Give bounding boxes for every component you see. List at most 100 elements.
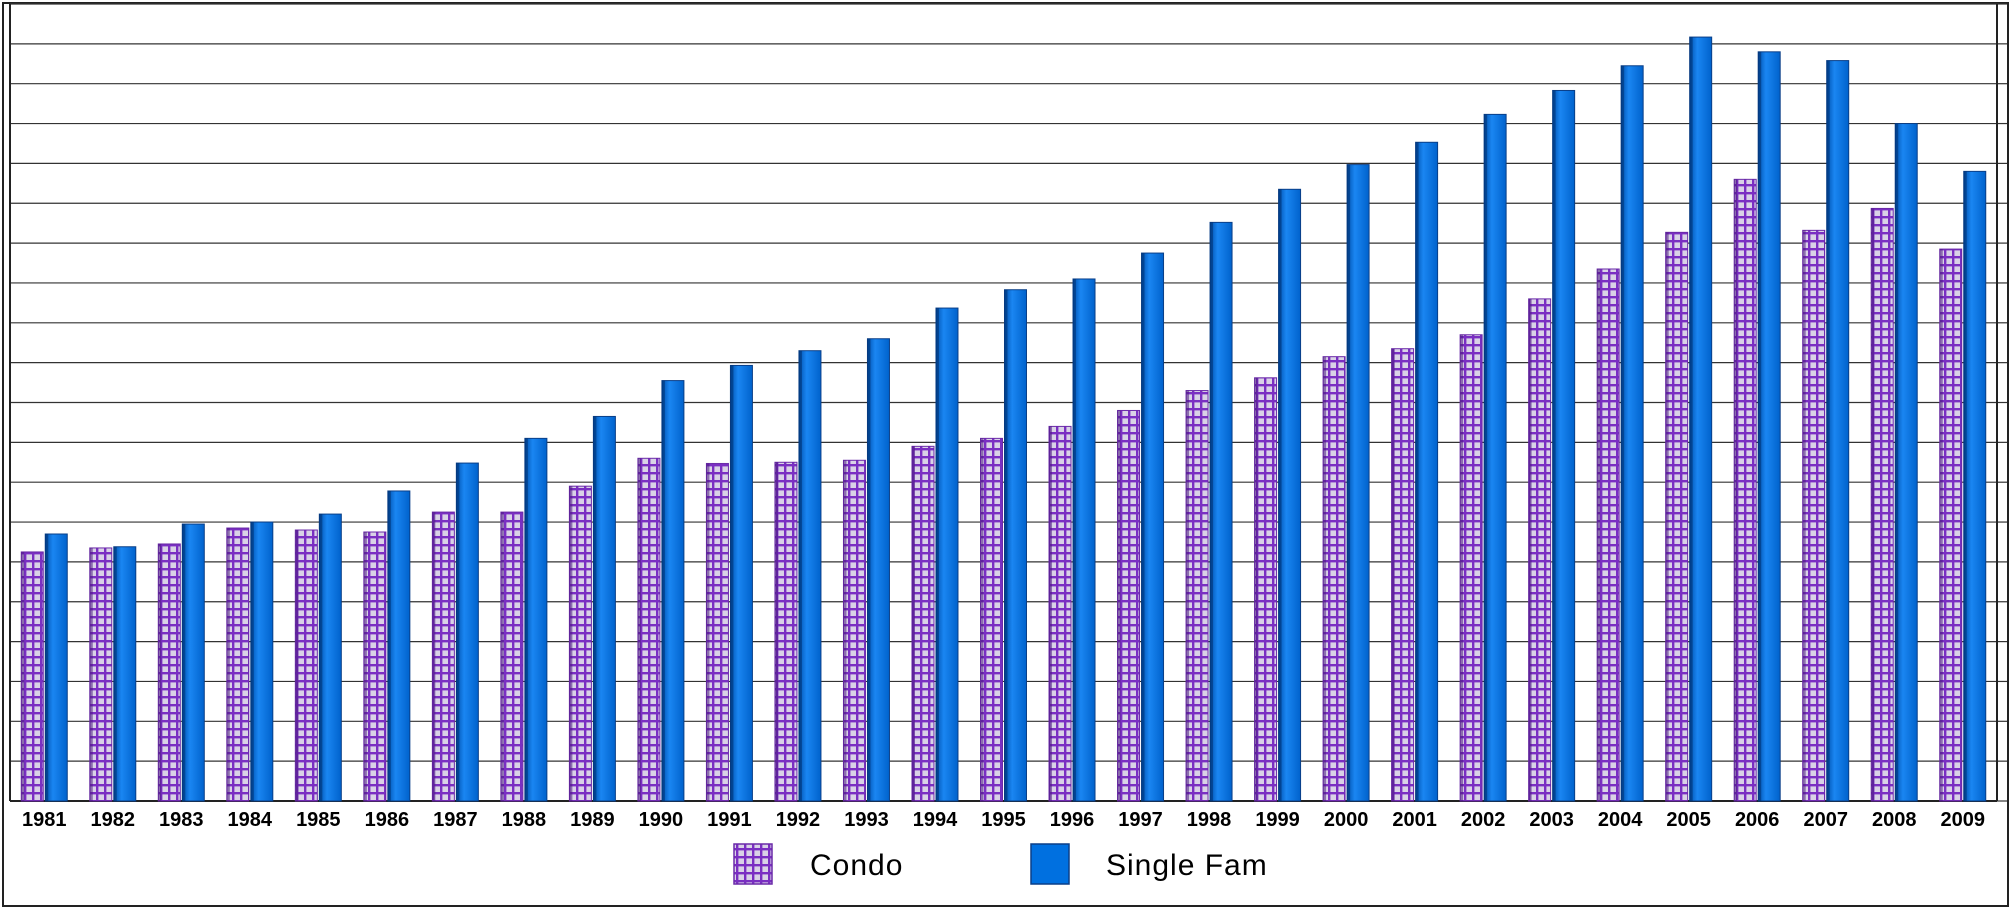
condo-bar: [1185, 390, 1209, 802]
x-tick-label: 2007: [1803, 809, 1848, 831]
single-fam-bar-edge: [1826, 60, 1830, 802]
condo-bar: [705, 462, 729, 802]
single-fam-bar: [1689, 36, 1713, 802]
x-tick-label: 1984: [228, 809, 273, 831]
single-fam-bar: [1004, 289, 1027, 802]
condo-bar-edge: [843, 460, 847, 801]
condo-bar: [637, 457, 661, 802]
single-fam-bar: [44, 533, 68, 802]
single-fam-bar: [1826, 60, 1850, 802]
single-fam-bar: [181, 523, 205, 802]
single-fam-bar-edge: [1484, 114, 1488, 801]
single-fam-bar: [1209, 221, 1233, 802]
single-fam-bar: [524, 437, 548, 802]
x-tick-label: 1996: [1050, 809, 1095, 831]
single-fam-bar: [1757, 51, 1781, 802]
condo-bar: [157, 543, 181, 802]
single-fam-bar-edge: [1347, 164, 1351, 801]
single-fam-bar: [1346, 164, 1370, 802]
condo-bar-edge: [432, 512, 436, 801]
x-tick-label: 2005: [1666, 809, 1711, 831]
single-fam-bar-edge: [1963, 171, 1967, 801]
single-fam-bar: [1894, 123, 1918, 802]
single-fam-bar: [455, 462, 479, 802]
single-fam-bar-edge: [798, 350, 802, 801]
condo-bar: [1322, 356, 1346, 802]
single-fam-bar-edge: [935, 308, 939, 801]
single-fam-bar: [798, 350, 822, 802]
condo-bar-edge: [706, 463, 710, 801]
x-tick-label: 1995: [981, 809, 1026, 831]
condo-bar: [774, 461, 798, 802]
x-tick-label: 1983: [159, 809, 204, 831]
condo-bar: [1048, 425, 1072, 802]
condo-bar: [1254, 377, 1278, 802]
condo-bar-edge: [1871, 208, 1875, 802]
single-fam-bar-edge: [867, 338, 871, 801]
x-tick-label: 1985: [296, 809, 341, 831]
condo-bar: [1802, 229, 1826, 802]
single-fam-bar: [1141, 252, 1165, 802]
single-fam-bar-edge: [1073, 278, 1077, 802]
single-fam-bar: [729, 364, 753, 802]
single-fam-bar: [1415, 141, 1439, 802]
condo-bar-edge: [774, 462, 778, 801]
condo-bar-edge: [1528, 298, 1532, 801]
condo-bar: [1596, 268, 1620, 802]
x-tick-label: 1982: [91, 809, 136, 831]
single-fam-bar: [318, 513, 342, 802]
single-fam-bar-edge: [456, 463, 460, 801]
condo-bar-edge: [500, 512, 504, 801]
condo-bar: [20, 551, 44, 802]
bars: [20, 36, 1987, 802]
x-tick-label: 1997: [1118, 809, 1163, 831]
condo-bar-edge: [89, 547, 93, 801]
condo-bar: [1391, 348, 1415, 802]
single-fam-bar-edge: [593, 416, 597, 801]
condo-bar: [980, 437, 1003, 802]
x-tick-label: 1987: [433, 809, 478, 831]
single-fam-bar-edge: [730, 365, 734, 801]
x-tick-label: 1992: [776, 809, 821, 831]
condo-bar-edge: [1597, 269, 1601, 801]
single-fam-bar-edge: [1210, 222, 1214, 802]
legend-label-single-fam: Single Fam: [1106, 849, 1268, 882]
condo-bar: [1939, 248, 1963, 802]
x-tick-label: 1988: [502, 809, 547, 831]
single-fam-bar-edge: [113, 546, 117, 801]
single-fam-bar: [1278, 188, 1302, 802]
condo-bar-edge: [1665, 232, 1669, 801]
single-fam-bar-edge: [1141, 253, 1145, 801]
condo-bar: [363, 531, 387, 802]
condo-bar-edge: [1323, 356, 1327, 801]
single-fam-bar-edge: [1552, 90, 1556, 802]
x-tick-label: 1990: [639, 809, 684, 831]
condo-bar-edge: [1049, 426, 1053, 801]
single-fam-bar-edge: [1278, 189, 1282, 802]
x-tick-label: 1989: [570, 809, 615, 831]
x-tick-label: 2008: [1872, 809, 1917, 831]
legend: Condo Single Fam: [733, 843, 1268, 885]
condo-bar: [294, 529, 318, 802]
single-fam-bar: [935, 307, 959, 802]
condo-bar-edge: [1460, 334, 1464, 801]
condo-bar: [1117, 409, 1141, 802]
condo-bar: [431, 511, 455, 802]
condo-bar: [1665, 231, 1689, 802]
x-tick-label: 1986: [365, 809, 410, 831]
x-tick-label: 2009: [1940, 809, 1985, 831]
condo-bar-edge: [1254, 377, 1258, 801]
condo-bar-edge: [1186, 390, 1190, 801]
x-tick-label: 1994: [913, 809, 958, 831]
condo-bar-edge: [911, 446, 915, 801]
x-tick-label: 2001: [1392, 809, 1437, 831]
single-fam-bar: [592, 415, 616, 802]
condo-bar-edge: [637, 458, 641, 801]
single-fam-bar-edge: [250, 522, 254, 801]
x-tick-label: 2000: [1324, 809, 1369, 831]
x-tick-label: 1999: [1255, 809, 1300, 831]
legend-swatch-condo: [733, 843, 773, 885]
condo-bar: [1733, 178, 1757, 802]
x-tick-label: 2004: [1598, 809, 1643, 831]
